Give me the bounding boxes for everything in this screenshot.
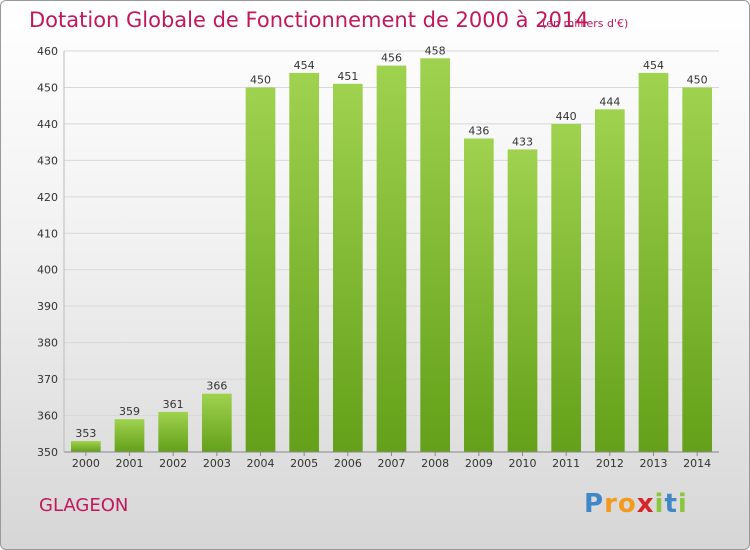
bar — [594, 109, 625, 452]
bar — [332, 83, 363, 453]
value-label: 444 — [599, 95, 620, 108]
bar — [551, 123, 582, 452]
commune-name: GLAGEON — [39, 495, 129, 516]
proxiti-logo: Proxiti — [584, 489, 688, 519]
value-label: 436 — [468, 124, 489, 137]
x-tick-label: 2003 — [203, 457, 231, 470]
y-tick-label: 400 — [37, 264, 58, 277]
value-label: 458 — [425, 44, 446, 57]
value-label: 440 — [556, 110, 577, 123]
value-label: 361 — [163, 398, 184, 411]
x-tick-label: 2007 — [378, 457, 406, 470]
x-tick-label: 2013 — [640, 457, 668, 470]
value-label: 451 — [337, 70, 358, 83]
bar — [70, 441, 101, 452]
y-tick-label: 440 — [37, 118, 58, 131]
value-label: 353 — [75, 427, 96, 440]
chart-subtitle: (en milliers d'€) — [542, 17, 629, 30]
bar — [463, 138, 494, 452]
logo-letter: o — [617, 489, 637, 519]
y-tick-label: 420 — [37, 191, 58, 204]
y-tick-label: 360 — [37, 410, 58, 423]
x-tick-label: 2004 — [247, 457, 275, 470]
value-label: 450 — [687, 73, 708, 86]
bar — [420, 58, 451, 453]
logo-letter: x — [636, 489, 655, 519]
x-tick-label: 2001 — [116, 457, 144, 470]
bars — [70, 58, 713, 453]
value-label: 454 — [294, 59, 315, 72]
y-tick-label: 410 — [37, 227, 58, 240]
x-tick-label: 2014 — [683, 457, 711, 470]
y-tick-label: 380 — [37, 337, 58, 350]
y-tick-label: 460 — [37, 45, 58, 58]
x-tick-label: 2009 — [465, 457, 493, 470]
logo-letter: i — [677, 489, 688, 519]
bar — [289, 72, 320, 452]
value-label: 433 — [512, 135, 533, 148]
bar — [114, 419, 145, 452]
x-tick-label: 2006 — [334, 457, 362, 470]
chart-title: Dotation Globale de Fonctionnement de 20… — [29, 8, 589, 32]
x-tick-label: 2005 — [290, 457, 318, 470]
bar — [245, 87, 276, 453]
logo-letter: P — [584, 489, 605, 519]
value-label: 366 — [206, 380, 227, 393]
y-tick-label: 450 — [37, 81, 58, 94]
value-labels: 353 359 361 366 450 454 451 456 458 436 433 440 444 4… — [75, 44, 707, 440]
logo-letter: t — [664, 489, 678, 519]
bar — [201, 393, 232, 452]
y-tick-label: 430 — [37, 154, 58, 167]
y-tick-label: 390 — [37, 300, 58, 313]
value-label: 450 — [250, 73, 271, 86]
x-tick-label: 2000 — [72, 457, 100, 470]
value-label: 359 — [119, 405, 140, 418]
bar — [376, 65, 407, 452]
x-tick-label: 2008 — [421, 457, 449, 470]
logo-letter: r — [604, 489, 618, 519]
bar — [638, 72, 669, 452]
value-label: 454 — [643, 59, 664, 72]
y-tick-label: 350 — [37, 446, 58, 459]
y-tick-label: 370 — [37, 373, 58, 386]
logo-letter: i — [654, 489, 665, 519]
value-label: 456 — [381, 52, 402, 65]
bar — [682, 87, 713, 453]
x-tick-label: 2011 — [552, 457, 580, 470]
bar — [158, 411, 189, 452]
x-tick-label: 2010 — [509, 457, 537, 470]
bar — [507, 149, 538, 452]
axes: 350 360 370 380 390 400 410 420 430 440 450 460 2000… — [37, 45, 719, 470]
x-tick-label: 2002 — [159, 457, 187, 470]
x-tick-label: 2012 — [596, 457, 624, 470]
